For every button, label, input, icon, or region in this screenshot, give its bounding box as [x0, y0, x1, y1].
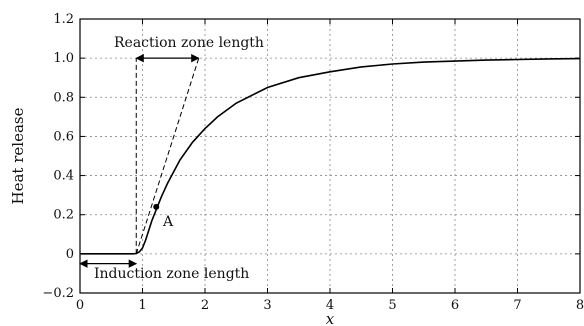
y-tick-label: 0 — [66, 247, 74, 262]
y-axis-label: Heat release — [9, 107, 27, 204]
heat-release-curve — [80, 57, 581, 255]
x-tick-label: 2 — [201, 298, 209, 313]
guide-lines — [135, 57, 200, 255]
y-tick-label: 0.4 — [53, 169, 74, 184]
tangent-line — [135, 57, 200, 255]
x-tick-label: 3 — [263, 298, 271, 313]
y-tick-label: 1.0 — [53, 51, 74, 66]
point-a-marker — [153, 203, 160, 210]
annotations: Reaction zone length Induction zone leng… — [79, 35, 264, 282]
x-tick-label: 1 — [138, 298, 146, 313]
x-tick-label: 6 — [451, 298, 459, 313]
y-tick-label: 0.2 — [53, 208, 74, 223]
x-tick-label: 5 — [388, 298, 396, 313]
y-tick-label: 0.6 — [53, 129, 74, 144]
series-group — [80, 57, 581, 255]
x-tick-label: 7 — [513, 298, 521, 313]
x-tick-label: 4 — [326, 298, 334, 313]
ticks: 0 1 2 3 4 5 6 7 8−0.200.20.40.60.81.01.2 — [42, 12, 584, 313]
y-tick-label: −0.2 — [42, 286, 74, 301]
reaction-zone-label: Reaction zone length — [114, 35, 264, 51]
x-axis-label: x — [326, 310, 335, 326]
induction-zone-label: Induction zone length — [94, 266, 249, 282]
y-tick-label: 0.8 — [53, 90, 74, 105]
x-tick-label: 0 — [76, 298, 84, 313]
point-a-label: A — [162, 214, 174, 230]
grid-lines — [80, 19, 580, 293]
x-tick-label: 8 — [576, 298, 584, 313]
y-tick-label: 1.2 — [53, 12, 74, 27]
